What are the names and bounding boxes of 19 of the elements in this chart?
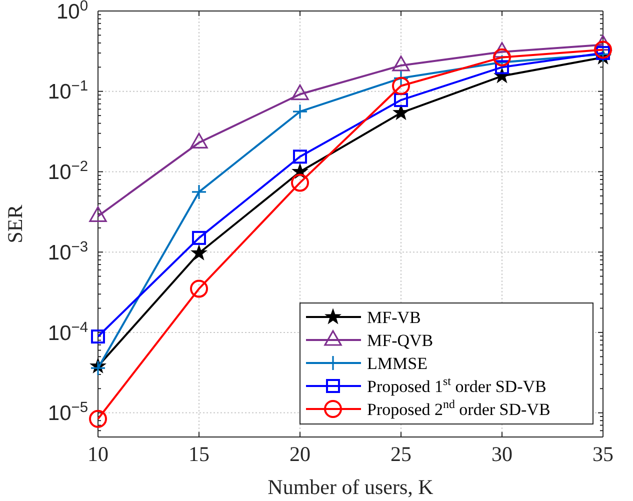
y-axis-title: SER: [3, 204, 27, 244]
legend-label: MF-VB: [367, 308, 421, 327]
legend-label: Proposed 1$^{st}$ order SD-VB: [367, 374, 546, 396]
x-tick-label: 30: [492, 442, 512, 466]
y-tick-label: 10$^{−1}$: [48, 78, 88, 104]
y-tick-label: 10$^{−5}$: [48, 400, 88, 426]
x-tick-label: 10: [88, 442, 108, 466]
x-tick-label: 15: [188, 442, 210, 466]
x-tick-label: 25: [390, 442, 412, 466]
legend-label: MF-QVB: [367, 330, 434, 350]
legend-label: Proposed 2$^{nd}$ order SD-VB: [367, 396, 550, 419]
x-axis-title: Number of users, K: [268, 475, 434, 499]
x-tick-label: 20: [290, 442, 310, 466]
x-tick-label: 35: [592, 442, 614, 466]
y-tick-label: 10$^{0}$: [56, 0, 88, 24]
y-tick-label: 10$^{−3}$: [48, 239, 88, 264]
y-tick-label: 10$^{−2}$: [48, 159, 88, 184]
legend-label: LMMSE: [367, 354, 428, 373]
y-tick-label: 10$^{−4}$: [48, 320, 88, 345]
